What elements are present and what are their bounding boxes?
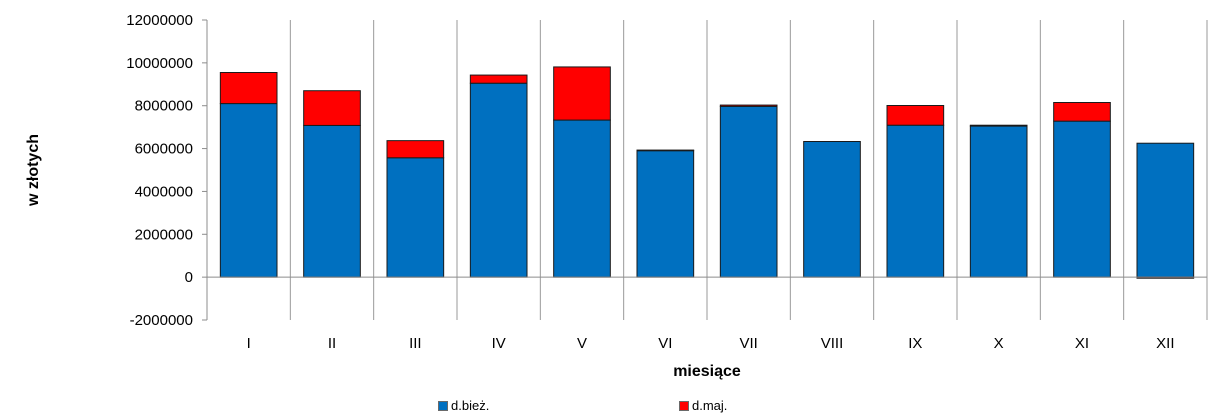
- bar-d-biez: [386, 157, 445, 278]
- y-tick-label: 4000000: [135, 183, 193, 200]
- bar-d-maj: [719, 104, 778, 107]
- x-tick-label: XI: [1075, 335, 1089, 352]
- y-tick-label: 10000000: [126, 55, 193, 72]
- bar-d-maj: [886, 105, 945, 126]
- bar-d-biez: [303, 124, 361, 278]
- bar-d-biez: [469, 82, 528, 278]
- y-tick-label: 6000000: [135, 141, 193, 158]
- x-tick-label: VII: [739, 335, 757, 352]
- bar-d-maj: [386, 140, 445, 159]
- bar-d-maj: [553, 66, 611, 121]
- x-tick-label: IV: [492, 335, 506, 352]
- y-axis-title: w złotych: [25, 134, 42, 207]
- x-tick-label: VIII: [821, 335, 844, 352]
- legend: d.bież. d.maj.: [0, 398, 1225, 418]
- y-tick-label: -2000000: [130, 312, 193, 329]
- bar-d-biez: [886, 124, 945, 278]
- bar-d-maj: [469, 74, 528, 84]
- legend-label-d-maj: d.maj.: [692, 398, 728, 413]
- bar-d-maj: [219, 72, 278, 105]
- legend-item-d-maj: d.maj.: [679, 398, 727, 413]
- y-tick-label: 0: [185, 269, 193, 286]
- x-axis-title: miesiące: [673, 363, 741, 380]
- bar-d-biez: [719, 105, 778, 278]
- bar-d-maj: [303, 90, 361, 126]
- y-tick-label: 12000000: [126, 12, 193, 29]
- x-tick-label: X: [994, 335, 1004, 352]
- bar-d-biez: [969, 125, 1028, 278]
- x-tick-label: III: [409, 335, 422, 352]
- legend-item-d-biez: d.bież.: [438, 398, 489, 413]
- bar-d-maj: [636, 149, 695, 152]
- x-tick-label: I: [247, 335, 251, 352]
- y-tick-label: 8000000: [135, 98, 193, 115]
- legend-swatch-d-biez: [438, 400, 448, 411]
- bar-d-biez: [219, 103, 278, 278]
- x-tick-label: V: [577, 335, 587, 352]
- legend-swatch-d-maj: [679, 400, 689, 411]
- legend-label-d-biez: d.bież.: [451, 398, 490, 413]
- bar-d-maj: [969, 124, 1028, 127]
- x-tick-label: XII: [1156, 335, 1174, 352]
- bar-d-biez: [1053, 120, 1111, 278]
- bar-d-maj: [1053, 102, 1111, 122]
- bar-d-biez: [553, 119, 611, 278]
- x-tick-label: IX: [908, 335, 922, 352]
- y-tick-label: 2000000: [135, 226, 193, 243]
- bar-d-biez: [636, 150, 695, 278]
- bar-d-biez: [803, 141, 861, 278]
- bar-d-biez: [1136, 142, 1195, 278]
- x-tick-label: VI: [658, 335, 672, 352]
- x-tick-label: II: [328, 335, 336, 352]
